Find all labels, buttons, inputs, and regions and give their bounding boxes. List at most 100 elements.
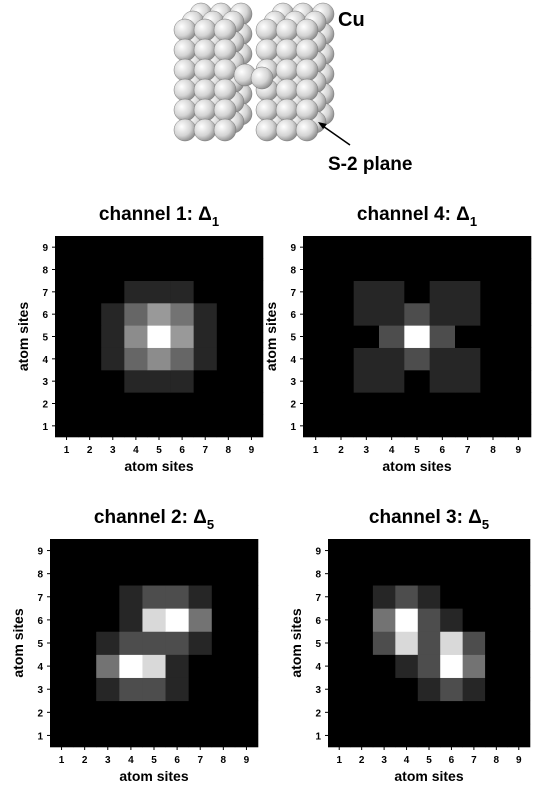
cell (50, 701, 73, 724)
x-tick-label: 6 (449, 755, 455, 766)
cell (395, 562, 418, 585)
cell (166, 724, 189, 747)
title-subscript: 1 (470, 214, 477, 229)
y-tick-label: 9 (315, 547, 321, 558)
x-tick-label: 5 (151, 755, 157, 766)
cell (73, 608, 96, 631)
atom (256, 119, 278, 141)
atom (194, 39, 216, 61)
x-tick-label: 1 (59, 755, 65, 766)
cell (194, 348, 217, 371)
cell (240, 236, 263, 259)
chart-title: channel 1: Δ1 (99, 204, 219, 229)
cell (328, 258, 354, 281)
cell (235, 724, 258, 747)
y-tick-label: 4 (290, 355, 296, 366)
cell (354, 236, 380, 259)
cell (171, 370, 194, 393)
y-tick-label: 8 (42, 266, 48, 277)
cell (171, 392, 194, 415)
cell (328, 631, 351, 654)
cell (455, 370, 481, 393)
cell (96, 539, 119, 562)
cell (78, 348, 101, 371)
x-tick-label: 8 (494, 755, 500, 766)
cell (480, 348, 506, 371)
atom (296, 19, 318, 41)
cell (354, 281, 380, 304)
cell (189, 608, 212, 631)
x-tick-label: 4 (404, 755, 410, 766)
x-tick-label: 2 (359, 755, 365, 766)
chart-title: channel 4: Δ1 (357, 204, 477, 229)
cell (189, 678, 212, 701)
atom (174, 19, 196, 41)
cell (418, 655, 441, 678)
cell (119, 539, 142, 562)
cell (463, 608, 486, 631)
y-tick-label: 8 (315, 570, 321, 581)
cell (480, 281, 506, 304)
cell (96, 585, 119, 608)
cell (119, 585, 142, 608)
cell (55, 370, 78, 393)
cell (73, 701, 96, 724)
cell (194, 325, 217, 348)
cell (212, 701, 235, 724)
cell (50, 631, 73, 654)
atom (214, 19, 236, 41)
cell (78, 325, 101, 348)
cell (240, 325, 263, 348)
y-tick-label: 5 (290, 333, 296, 344)
cell (124, 258, 147, 281)
x-tick-label: 5 (426, 755, 432, 766)
y-tick-label: 7 (315, 593, 321, 604)
cell (379, 415, 405, 438)
cell (440, 562, 463, 585)
cell (418, 631, 441, 654)
cell (73, 655, 96, 678)
cell (354, 415, 380, 438)
y-tick-label: 2 (315, 708, 321, 719)
cell (328, 370, 354, 393)
cell (166, 539, 189, 562)
x-tick-label: 6 (174, 755, 180, 766)
title-main: channel 1: Δ (99, 204, 212, 225)
cell (440, 539, 463, 562)
x-tick-label: 7 (197, 755, 203, 766)
cell (50, 562, 73, 585)
x-axis-label: atom sites (382, 458, 451, 474)
cell (418, 678, 441, 701)
cell (418, 701, 441, 724)
cell (508, 585, 531, 608)
cell (147, 392, 170, 415)
y-tick-label: 9 (42, 243, 48, 254)
cell (506, 258, 532, 281)
cell (440, 655, 463, 678)
atom (276, 19, 298, 41)
cell (455, 392, 481, 415)
cell (480, 303, 506, 326)
cell (142, 655, 165, 678)
cell (418, 562, 441, 585)
y-tick-label: 4 (37, 662, 43, 673)
cell (455, 236, 481, 259)
cell (101, 325, 124, 348)
cell (350, 631, 373, 654)
cell (147, 325, 170, 348)
arrow (320, 124, 350, 145)
cell (212, 608, 235, 631)
title-subscript: 5 (207, 517, 214, 532)
x-tick-label: 7 (465, 445, 471, 456)
title-subscript: 1 (212, 214, 219, 229)
cell (96, 562, 119, 585)
cell (303, 303, 329, 326)
x-axis-label: atom sites (394, 768, 463, 784)
x-tick-label: 8 (221, 755, 227, 766)
cell (212, 724, 235, 747)
plane-label: S-2 plane (328, 154, 412, 175)
cell (171, 325, 194, 348)
y-tick-label: 5 (42, 333, 48, 344)
cell (194, 303, 217, 326)
cell (217, 348, 240, 371)
